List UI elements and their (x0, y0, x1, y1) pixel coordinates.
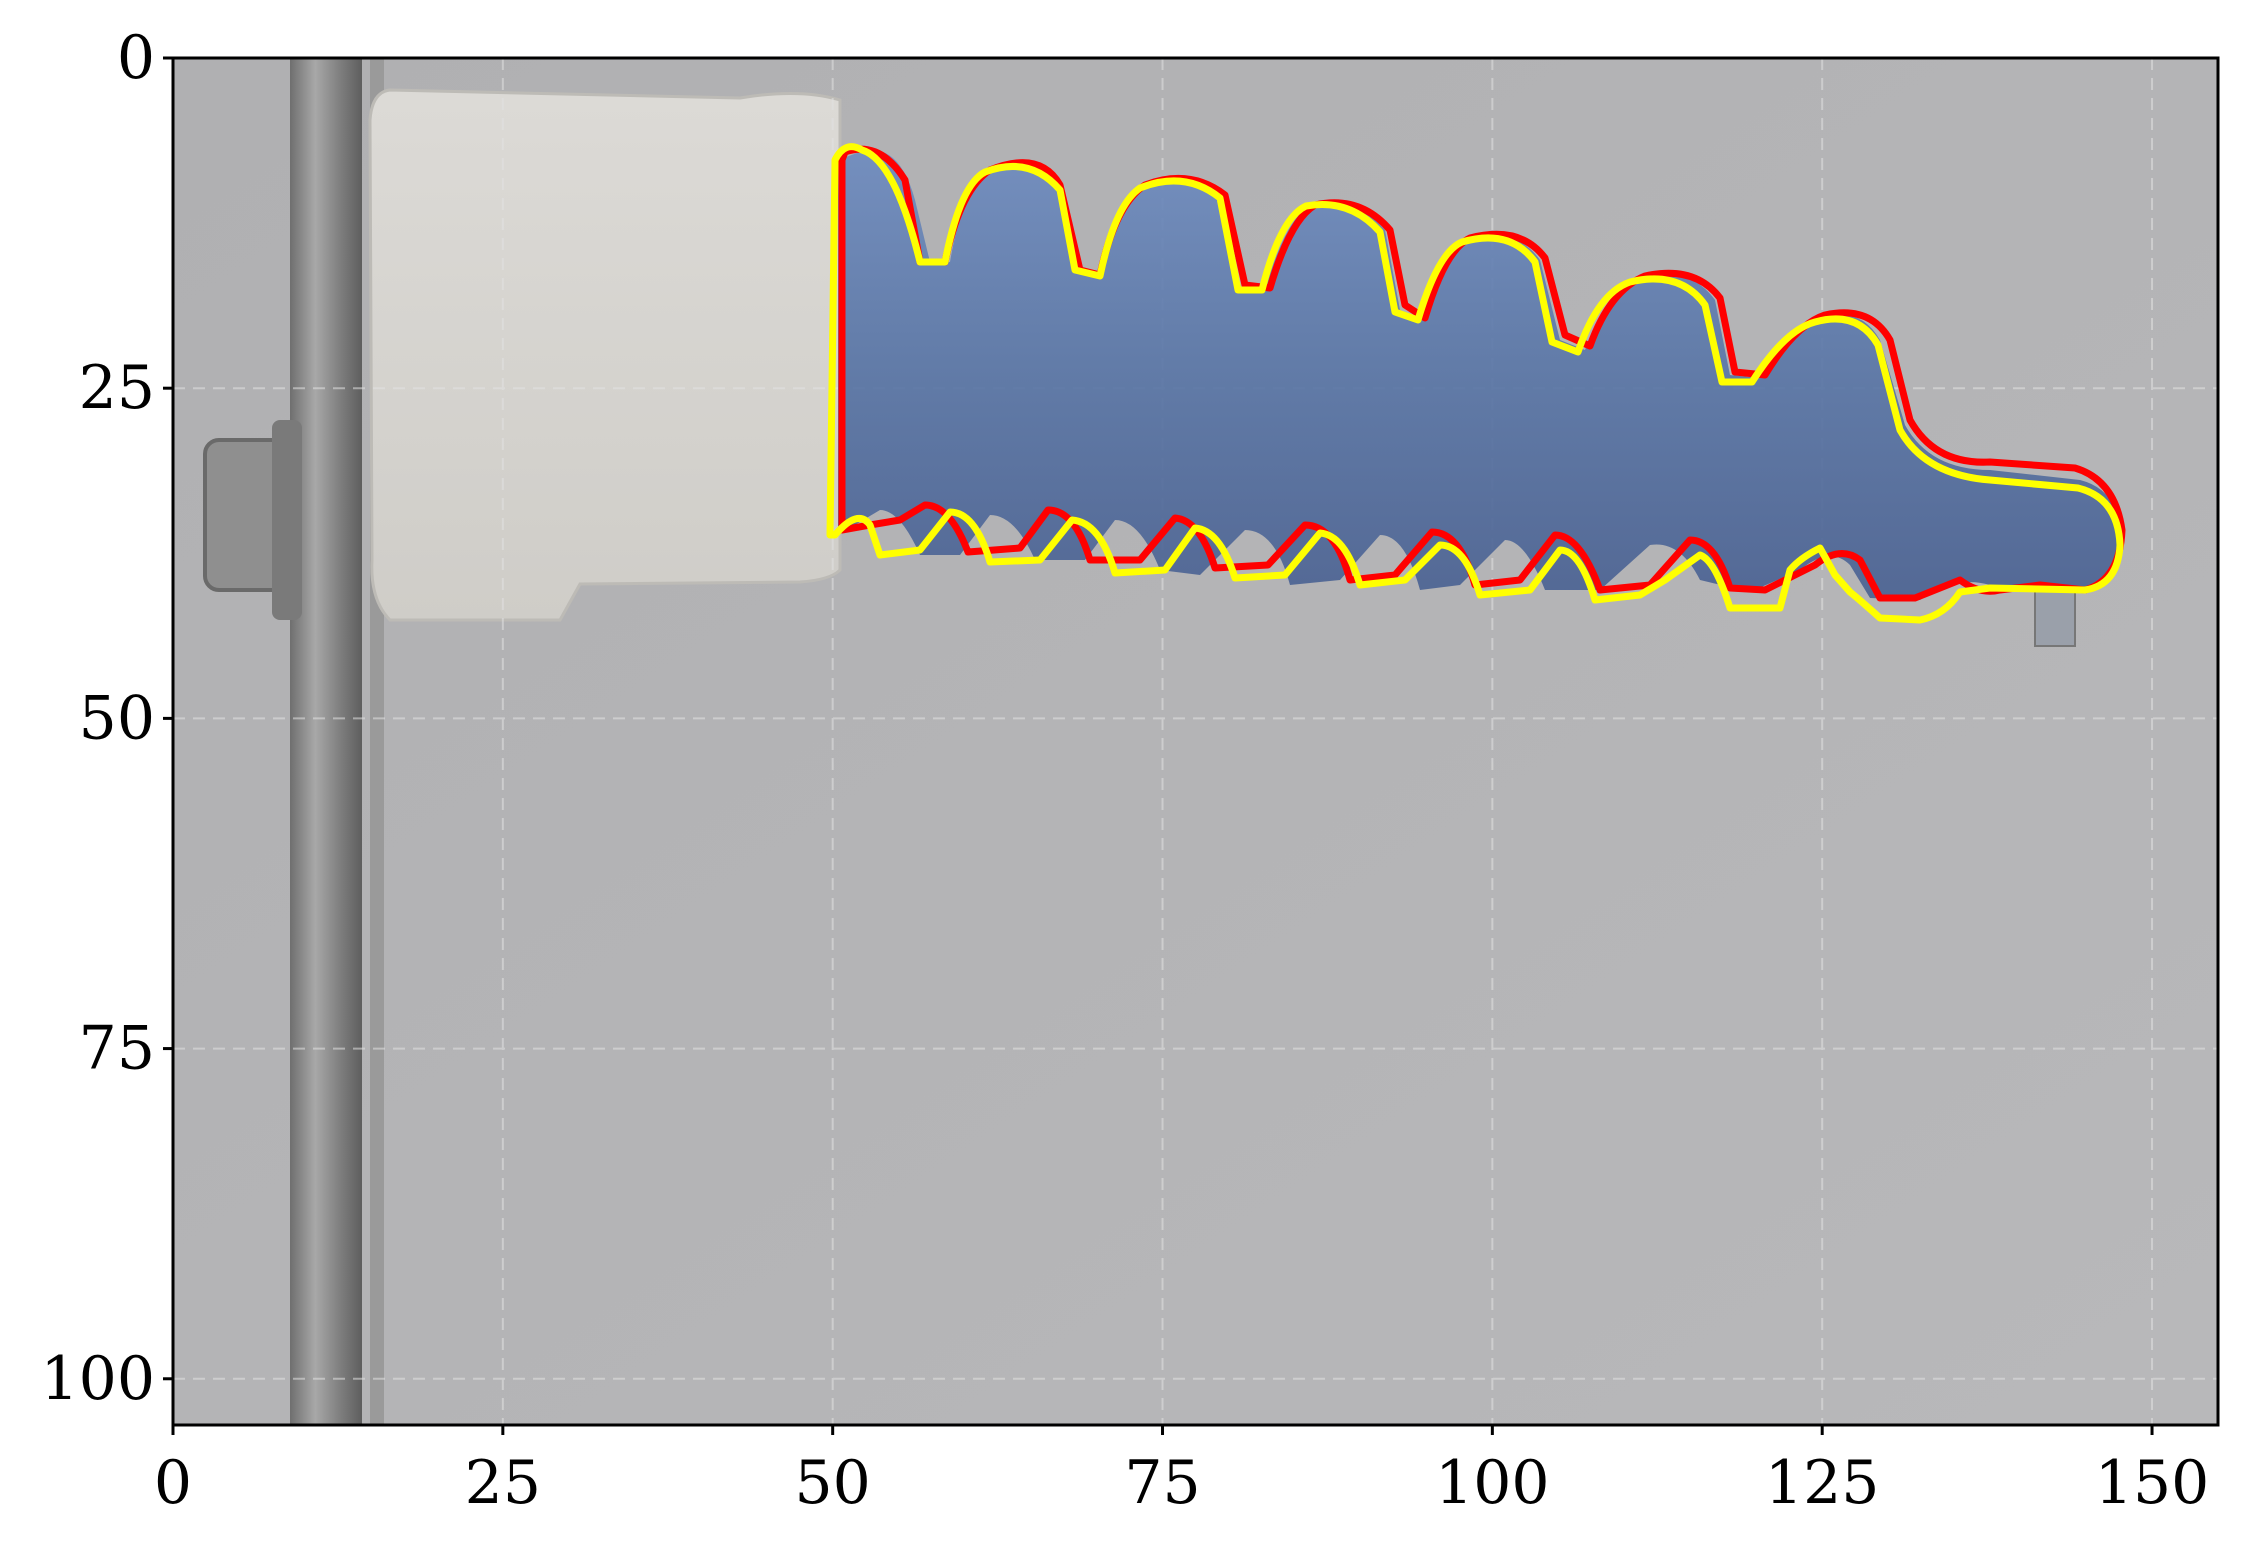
x-tick-label: 100 (1435, 1448, 1550, 1518)
y-tick-label: 25 (79, 353, 155, 423)
stand-rod (290, 58, 362, 1425)
y-axis: 0 25 50 75 100 (40, 23, 173, 1414)
x-tick-label: 25 (465, 1448, 541, 1518)
x-tick-label: 150 (2095, 1448, 2210, 1518)
y-tick-label: 0 (117, 23, 155, 93)
actuator-body (838, 149, 2122, 601)
y-tick-label: 100 (40, 1344, 155, 1414)
axes-frame (171, 56, 2220, 1427)
y-tick-label: 75 (79, 1014, 155, 1084)
x-tick-label: 75 (1124, 1448, 1200, 1518)
x-tick-label: 125 (1765, 1448, 1880, 1518)
x-tick-label: 0 (154, 1448, 192, 1518)
clamp-block (368, 88, 842, 622)
bolt-hex (272, 420, 302, 620)
contour-yellow (826, 143, 2124, 624)
tip-piece (2034, 589, 2076, 647)
x-axis: 0 25 50 75 100 125 150 (154, 1425, 2209, 1518)
y-tick-label: 50 (79, 683, 155, 753)
x-tick-label: 50 (794, 1448, 870, 1518)
photo-area (173, 58, 2218, 1425)
